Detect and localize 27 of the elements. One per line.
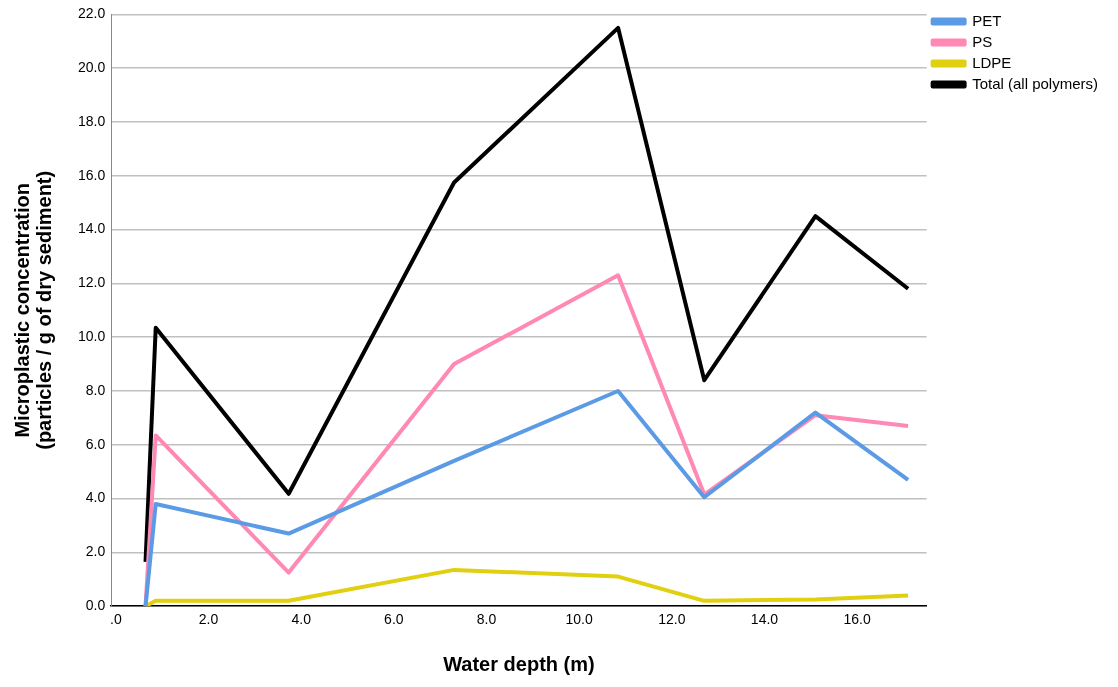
y-tick-label: 8.0 — [85, 381, 106, 398]
y-tick-label: 4.0 — [85, 489, 106, 506]
x-tick-label: 6.0 — [384, 611, 404, 628]
y-tick-label: 14.0 — [78, 220, 106, 237]
y-tick-label: 6.0 — [85, 435, 106, 452]
y-tick-label: 20.0 — [78, 59, 106, 76]
y-tick-label: 2.0 — [85, 543, 106, 560]
legend-label: LDPE — [972, 53, 1012, 71]
y-tick-label: 18.0 — [78, 112, 106, 129]
y-tick-label: 22.0 — [78, 5, 106, 22]
x-tick-label: .0 — [110, 611, 122, 628]
y-tick-label: 10.0 — [78, 328, 106, 345]
y-tick-label: 0.0 — [85, 597, 106, 614]
x-tick-label: 10.0 — [565, 611, 593, 628]
x-tick-label: 16.0 — [843, 611, 871, 628]
x-tick-label: 8.0 — [476, 611, 497, 628]
x-axis-title: Water depth (m) — [443, 652, 595, 675]
legend-label: PET — [972, 11, 1002, 29]
y-axis-title: Microplastic concentration (particles / g of dry sediment) — [10, 170, 55, 450]
legend-label: Total (all polymers) — [972, 74, 1099, 92]
legend-label: PS — [972, 32, 993, 50]
y-tick-label: 16.0 — [78, 166, 106, 183]
x-tick-label: 14.0 — [750, 611, 779, 628]
x-tick-label: 4.0 — [291, 611, 312, 628]
x-tick-label: 12.0 — [658, 611, 686, 628]
y-tick-label: 12.0 — [78, 274, 106, 291]
x-tick-label: 2.0 — [198, 611, 219, 628]
